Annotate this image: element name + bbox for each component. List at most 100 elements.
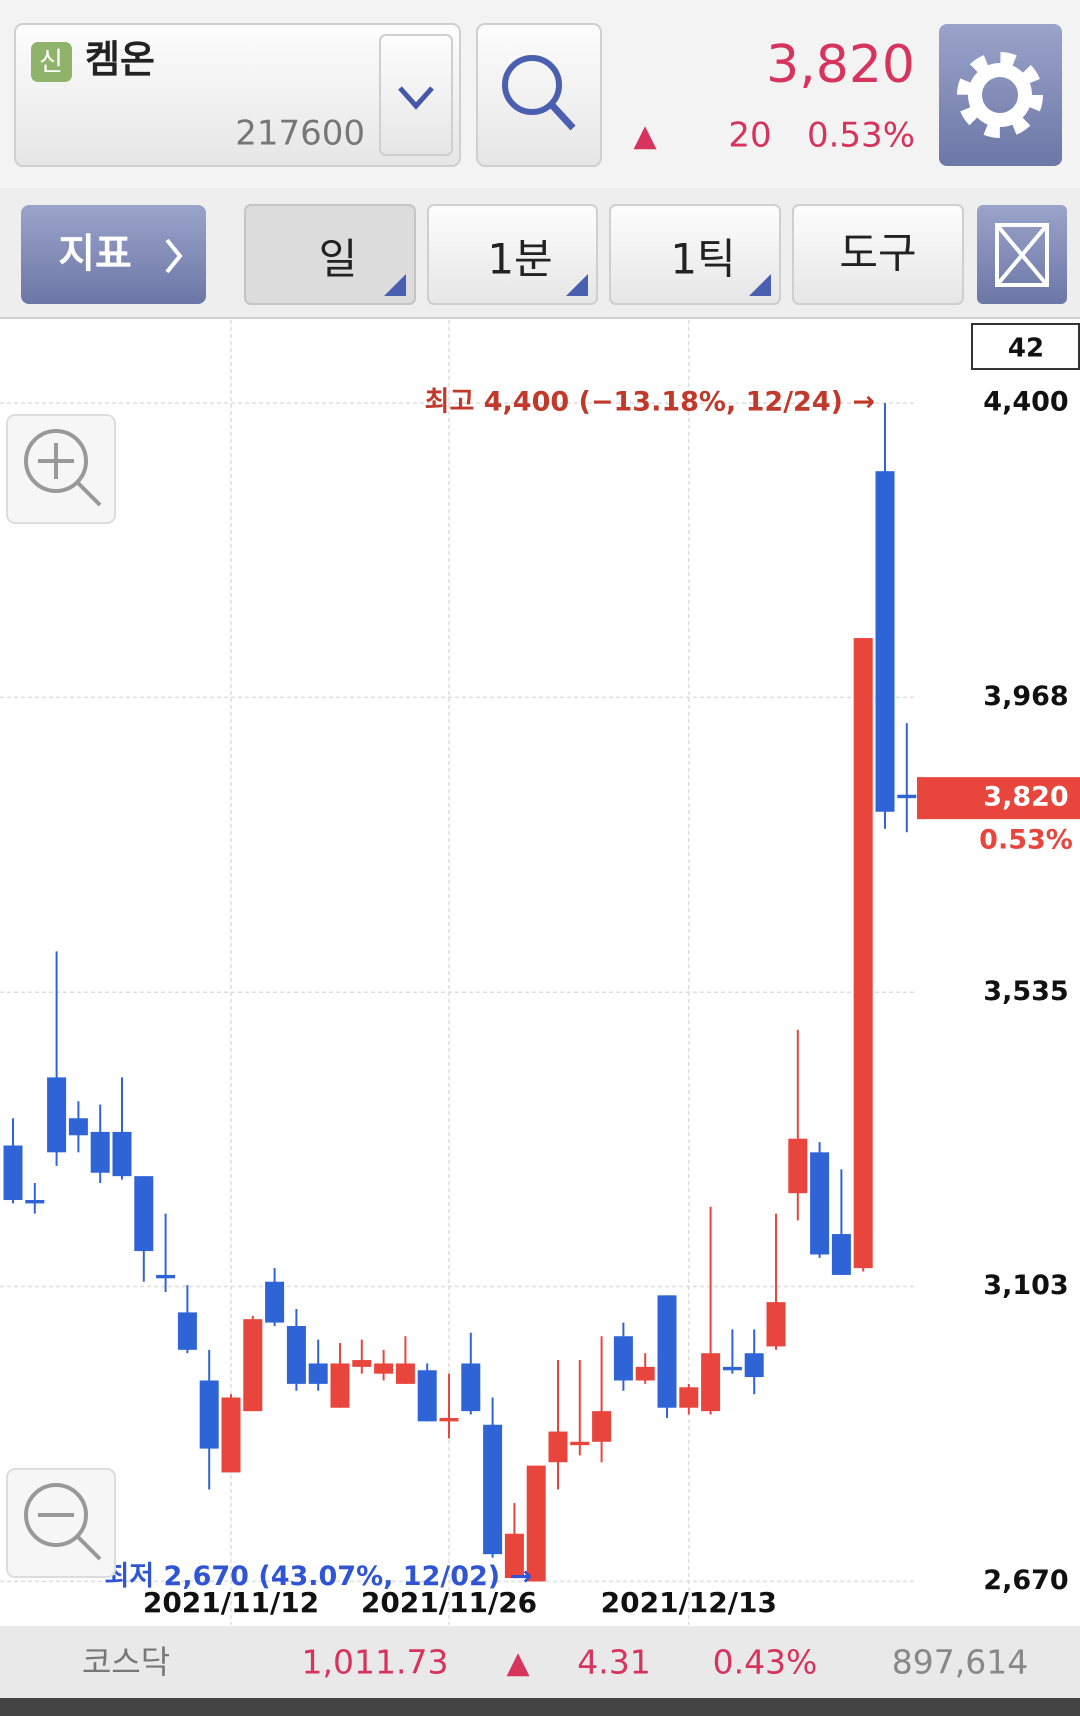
candle-body: [504, 1533, 524, 1579]
candle-body: [439, 1417, 459, 1422]
index-arrow: ▲: [506, 1646, 529, 1681]
candle-body: [134, 1176, 154, 1252]
candle-body: [853, 638, 873, 1269]
candle-body: [766, 1302, 786, 1347]
period-button[interactable]: [609, 204, 781, 305]
indicator-button[interactable]: [21, 205, 206, 304]
footer: [0, 1626, 1080, 1698]
x-tick-label: 2021/11/26: [361, 1586, 537, 1619]
candle-body: [374, 1363, 394, 1374]
zoom-in-icon: [38, 443, 102, 507]
candle-body: [90, 1131, 110, 1173]
candle-body: [330, 1363, 350, 1408]
candle-body: [68, 1118, 88, 1136]
last-change: 0.53%: [979, 825, 1073, 856]
candle-body: [570, 1441, 590, 1446]
y-tick-label: 2,670: [983, 1565, 1068, 1596]
y-tick-label: 4,400: [983, 387, 1068, 418]
search-button[interactable]: [476, 23, 602, 167]
candle-body: [810, 1152, 830, 1255]
candle-body: [221, 1397, 241, 1473]
candle-body: [592, 1411, 612, 1442]
zoom-in-icon: [24, 429, 88, 493]
candle-body: [308, 1363, 328, 1384]
candle-body: [286, 1325, 306, 1384]
candle-body: [265, 1281, 285, 1323]
last-price-box: [917, 777, 1080, 820]
indicator-chevron: [165, 238, 183, 274]
period-corner: [749, 274, 771, 296]
period-text: 1분: [487, 235, 552, 284]
low-annotation: 최저 2,670 (43.07%, 12/02) →: [104, 1561, 532, 1592]
gear-ring: [968, 63, 1032, 127]
stock-selector[interactable]: [14, 23, 461, 167]
settings-button[interactable]: [939, 24, 1062, 166]
count: 42: [1008, 334, 1044, 364]
period-corner: [384, 274, 406, 296]
zoom-out-icon: [38, 1513, 102, 1561]
indicator-text: 지표: [58, 231, 132, 277]
change: 20: [728, 116, 771, 156]
tool-button[interactable]: [792, 204, 964, 305]
stock-code: 217600: [235, 114, 365, 154]
candle-body: [156, 1274, 176, 1279]
candle-body: [417, 1370, 437, 1422]
period-button[interactable]: [244, 204, 416, 305]
change-pct: 0.53%: [807, 116, 915, 156]
candle-body: [831, 1234, 851, 1275]
x-tick-label: 2021/12/13: [601, 1586, 777, 1619]
period-corner: [566, 274, 588, 296]
candle-body: [722, 1366, 742, 1371]
candle-body: [461, 1363, 481, 1412]
candle-body: [352, 1360, 372, 1367]
search-icon-handle: [548, 101, 576, 131]
candle-body: [112, 1131, 132, 1177]
candle-body: [483, 1424, 503, 1555]
candle-body: [635, 1366, 655, 1381]
bottom-strip: [0, 1698, 1080, 1716]
plot: 2,670 3,103 3,535 3,968 4,400 2021/11/12 2021/…: [0, 320, 1069, 1625]
last-price: 3,820: [983, 782, 1068, 813]
search-icon: [502, 55, 562, 115]
index-value: 1,011.73: [302, 1643, 449, 1682]
gear-teeth: [957, 52, 1043, 138]
candle-body: [701, 1353, 721, 1412]
candle-body: [526, 1465, 546, 1582]
candle-body: [897, 794, 917, 799]
candle-body: [3, 1145, 23, 1200]
candle-body: [613, 1336, 633, 1381]
candle-body: [744, 1353, 764, 1378]
expand-icon: [995, 223, 1049, 287]
candle-body: [177, 1312, 197, 1350]
badge-text: 신: [39, 48, 63, 78]
tool-text: 도구: [839, 229, 916, 278]
y-tick-label: 3,968: [983, 681, 1068, 712]
high-annotation: 최고 4,400 (−13.18%, 12/24) →: [425, 387, 875, 418]
candle-body: [875, 471, 895, 812]
period-text: 일: [319, 235, 358, 284]
dropdown-button[interactable]: [379, 34, 453, 156]
count-box: [971, 323, 1080, 370]
index-volume: 897,614: [892, 1643, 1028, 1682]
period-text: 1틱: [670, 235, 735, 284]
candle-body: [548, 1431, 568, 1463]
price: 3,820: [766, 35, 915, 95]
index-change: 4.31: [577, 1643, 650, 1682]
zoom-out-icon: [24, 1483, 88, 1547]
candle-body: [47, 1077, 67, 1153]
stock-name: 켐온: [85, 38, 155, 82]
index-name: 코스닥: [82, 1643, 170, 1681]
candle-body: [199, 1380, 219, 1449]
y-tick-label: 3,535: [983, 976, 1068, 1007]
y-tick-label: 3,103: [983, 1270, 1068, 1301]
x-tick-label: 2021/11/12: [143, 1586, 319, 1619]
badge: [31, 42, 72, 82]
period-button[interactable]: [427, 204, 598, 305]
dropdown-icon: [398, 86, 434, 110]
candle-body: [395, 1363, 415, 1384]
candle-body: [788, 1138, 808, 1194]
candle-body: [657, 1295, 677, 1408]
change-arrow: ▲: [633, 119, 656, 154]
